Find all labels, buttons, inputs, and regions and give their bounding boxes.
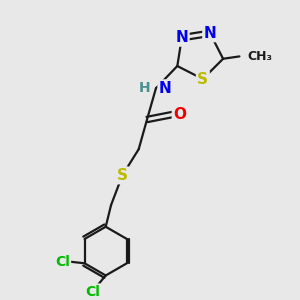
Text: N: N <box>159 81 172 96</box>
Text: Cl: Cl <box>55 255 70 269</box>
Text: O: O <box>173 107 186 122</box>
Text: N: N <box>176 30 188 45</box>
Text: CH₃: CH₃ <box>248 50 272 63</box>
Text: H: H <box>139 81 151 95</box>
Text: N: N <box>204 26 217 41</box>
Text: Cl: Cl <box>85 285 100 299</box>
Text: S: S <box>117 168 128 183</box>
Text: S: S <box>197 71 208 86</box>
